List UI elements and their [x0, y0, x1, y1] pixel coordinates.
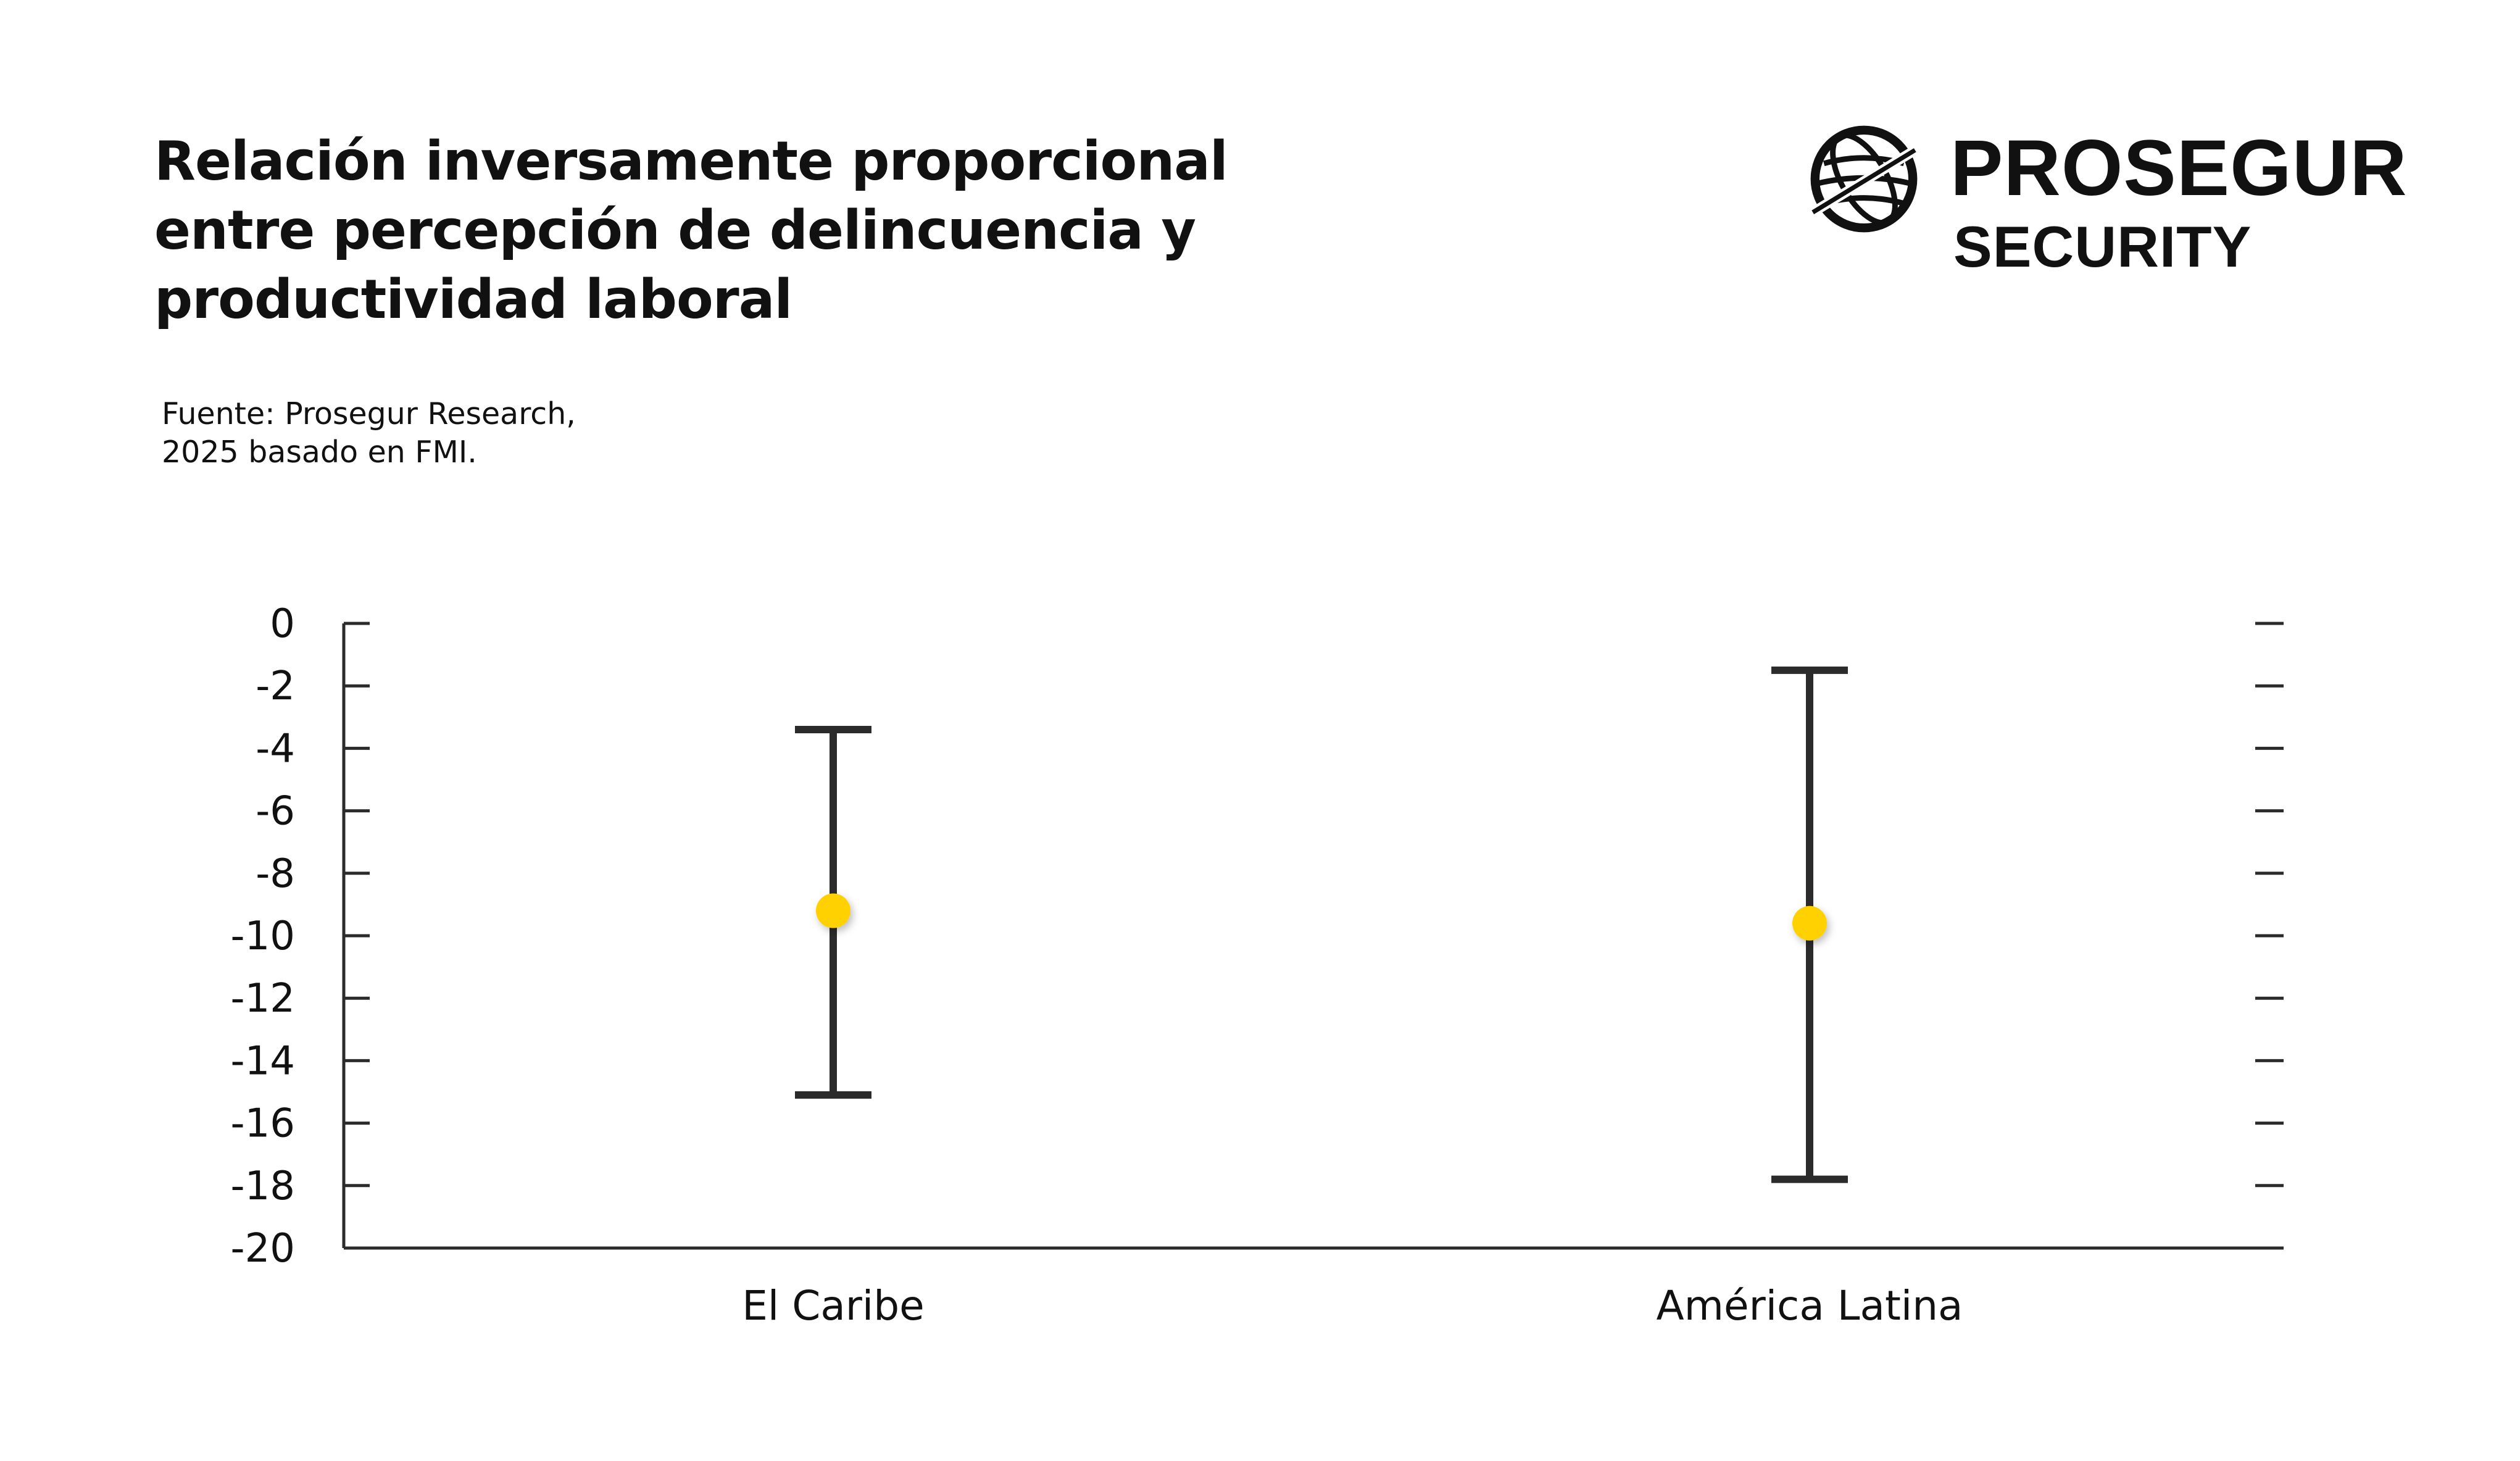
title-line: entre percepción de delincuencia y — [154, 199, 1196, 262]
y-tick-label: -4 — [256, 726, 295, 772]
y-tick-label: -8 — [256, 851, 295, 897]
y-tick-label: -16 — [230, 1101, 295, 1147]
source-line: Fuente: Prosegur Research, — [162, 396, 576, 431]
y-tick-label: -14 — [230, 1038, 295, 1084]
title-line: Relación inversamente proporcional — [154, 130, 1228, 193]
brand-subtitle: SECURITY — [1953, 214, 2252, 279]
x-category-label: América Latina — [1657, 1282, 1963, 1330]
x-category-label: El Caribe — [742, 1282, 925, 1330]
y-tick-label: -18 — [230, 1163, 295, 1209]
globe-icon — [1810, 125, 1918, 233]
y-tick-label: -12 — [230, 976, 295, 1022]
y-tick-label: -6 — [256, 789, 295, 835]
y-tick-label: -2 — [256, 664, 295, 709]
brand-logo: PROSEGUR SECURITY — [1808, 117, 2426, 290]
title-line: productividad laboral — [154, 268, 792, 331]
y-tick-label: 0 — [270, 601, 295, 647]
y-tick-label: -10 — [230, 914, 295, 959]
brand-name: PROSEGUR — [1950, 124, 2408, 212]
source-line: 2025 basado en FMI. — [162, 435, 477, 470]
data-point — [816, 893, 850, 928]
chart-title: Relación inversamente proporcional entre… — [154, 127, 1327, 334]
y-tick-label: -20 — [230, 1226, 295, 1272]
source-note: Fuente: Prosegur Research, 2025 basado e… — [162, 395, 717, 472]
data-point — [1792, 905, 1827, 941]
